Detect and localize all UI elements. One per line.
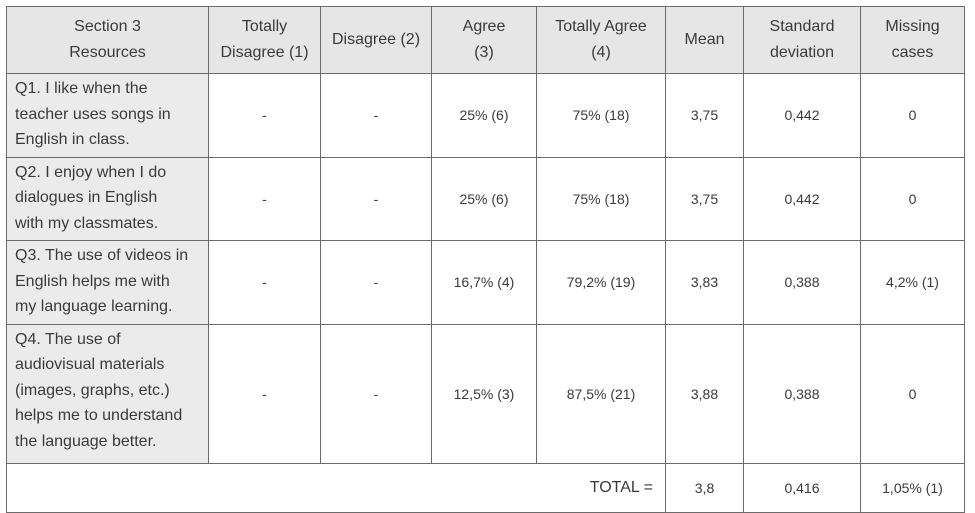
total-label: TOTAL = <box>6 462 666 513</box>
header-agree: Agree (3) <box>431 6 537 74</box>
question-cell: Q4. The use of audiovisual materials (imag… <box>6 323 209 464</box>
header-totally-agree: Totally Agree (4) <box>536 6 666 74</box>
totally-disagree-cell: - <box>208 240 321 325</box>
header-section: Section 3 Resources <box>6 6 209 74</box>
missing-cell: 0 <box>860 156 965 241</box>
agree-cell: 16,7% (4) <box>431 240 537 325</box>
header-row: Section 3 Resources Totally Disagree (1) D… <box>6 6 965 74</box>
header-disagree: Disagree (2) <box>320 6 432 74</box>
mean-cell: 3,83 <box>665 240 744 325</box>
totally-disagree-cell: - <box>208 73 321 158</box>
question-cell: Q3. The use of videos in English helps me… <box>6 240 209 325</box>
table-row: Q2. I enjoy when I do dialogues in Englis… <box>6 156 965 241</box>
header-standard-deviation: Standard deviation <box>743 6 861 74</box>
sd-cell: 0,388 <box>743 323 861 464</box>
disagree-cell: - <box>320 323 432 464</box>
mean-cell: 3,75 <box>665 156 744 241</box>
sd-cell: 0,388 <box>743 240 861 325</box>
header-totally-disagree: Totally Disagree (1) <box>208 6 321 74</box>
totally-agree-cell: 79,2% (19) <box>536 240 666 325</box>
disagree-cell: - <box>320 156 432 241</box>
total-mean-cell: 3,8 <box>665 462 744 513</box>
total-row: TOTAL = 3,8 0,416 1,05% (1) <box>6 462 965 513</box>
header-missing-cases: Missing cases <box>860 6 965 74</box>
totally-agree-cell: 75% (18) <box>536 156 666 241</box>
results-table-container: Section 3 Resources Totally Disagree (1) D… <box>6 6 965 513</box>
question-cell: Q2. I enjoy when I do dialogues in Englis… <box>6 156 209 241</box>
totally-agree-cell: 87,5% (21) <box>536 323 666 464</box>
missing-cell: 4,2% (1) <box>860 240 965 325</box>
results-table: Section 3 Resources Totally Disagree (1) D… <box>6 6 965 513</box>
table-row: Q3. The use of videos in English helps me… <box>6 240 965 325</box>
totally-disagree-cell: - <box>208 323 321 464</box>
disagree-cell: - <box>320 240 432 325</box>
mean-cell: 3,75 <box>665 73 744 158</box>
question-cell: Q1. I like when the teacher uses songs in… <box>6 73 209 158</box>
missing-cell: 0 <box>860 73 965 158</box>
total-missing-cell: 1,05% (1) <box>860 462 965 513</box>
totally-agree-cell: 75% (18) <box>536 73 666 158</box>
agree-cell: 25% (6) <box>431 156 537 241</box>
sd-cell: 0,442 <box>743 156 861 241</box>
agree-cell: 12,5% (3) <box>431 323 537 464</box>
disagree-cell: - <box>320 73 432 158</box>
header-mean: Mean <box>665 6 744 74</box>
table-row: Q1. I like when the teacher uses songs in… <box>6 73 965 158</box>
totally-disagree-cell: - <box>208 156 321 241</box>
sd-cell: 0,442 <box>743 73 861 158</box>
table-row: Q4. The use of audiovisual materials (imag… <box>6 323 965 464</box>
missing-cell: 0 <box>860 323 965 464</box>
mean-cell: 3,88 <box>665 323 744 464</box>
total-sd-cell: 0,416 <box>743 462 861 513</box>
agree-cell: 25% (6) <box>431 73 537 158</box>
